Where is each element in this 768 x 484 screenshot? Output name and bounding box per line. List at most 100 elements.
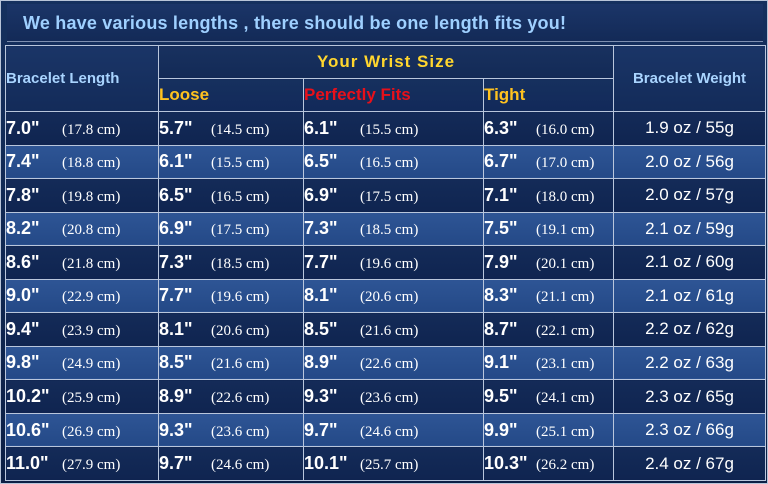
tight-cell: 8.3" (21.1 cm) — [483, 278, 614, 314]
header-bracelet-weight: Bracelet Weight — [613, 45, 766, 112]
perfect-fit-cell: 10.1" (25.7 cm) — [303, 446, 484, 481]
inch-value: 9.5" — [484, 386, 518, 407]
inch-value: 5.7" — [159, 117, 193, 138]
cm-value: (17.5 cm) — [360, 188, 419, 205]
length-cell: 10.6" (26.9 cm) — [5, 412, 159, 448]
inch-value: 8.9" — [304, 352, 338, 373]
inch-value: 7.1" — [484, 184, 518, 205]
tight-cell: 9.1" (23.1 cm) — [483, 345, 614, 381]
loose-cell: 9.7" (24.6 cm) — [158, 446, 304, 481]
inch-value: 6.1" — [304, 117, 338, 138]
header-loose: Loose — [158, 78, 304, 112]
perfect-fit-cell: 7.7" (19.6 cm) — [303, 245, 484, 280]
inch-value: 9.7" — [304, 419, 338, 440]
cm-value: (15.5 cm) — [360, 121, 419, 138]
perfect-fit-cell: 8.1" (20.6 cm) — [303, 278, 484, 314]
loose-cell: 8.1" (20.6 cm) — [158, 312, 304, 347]
cm-value: (23.9 cm) — [62, 322, 121, 339]
inch-value: 8.2" — [6, 218, 40, 239]
table-row: 10.2" (25.9 cm) 8.9" (22.6 cm) 9.3" (23.6 cm)… — [5, 379, 766, 414]
cm-value: (25.9 cm) — [62, 390, 121, 407]
length-cell: 8.6" (21.8 cm) — [5, 245, 159, 280]
cm-value: (25.7 cm) — [360, 457, 419, 474]
inch-value: 8.3" — [484, 285, 518, 306]
perfect-fit-cell: 9.3" (23.6 cm) — [303, 379, 484, 414]
inch-value: 8.1" — [304, 285, 338, 306]
tight-cell: 9.9" (25.1 cm) — [483, 412, 614, 448]
inch-value: 8.5" — [304, 318, 338, 339]
inch-value: 6.1" — [159, 151, 193, 172]
table-row: 11.0" (27.9 cm) 9.7" (24.6 cm) 10.1" (25.7 cm… — [5, 446, 766, 481]
inch-value: 9.9" — [484, 419, 518, 440]
table-row: 7.0" (17.8 cm) 5.7" (14.5 cm) 6.1" (15.5 cm) 6… — [5, 111, 766, 146]
loose-cell: 6.9" (17.5 cm) — [158, 211, 304, 247]
perfect-fit-cell: 9.7" (24.6 cm) — [303, 412, 484, 448]
length-cell: 10.2" (25.9 cm) — [5, 379, 159, 414]
length-cell: 7.8" (19.8 cm) — [5, 178, 159, 213]
loose-cell: 6.1" (15.5 cm) — [158, 144, 304, 180]
cm-value: (19.1 cm) — [536, 222, 595, 239]
cm-value: (16.5 cm) — [360, 155, 419, 172]
cm-value: (20.6 cm) — [360, 289, 419, 306]
length-cell: 9.4" (23.9 cm) — [5, 312, 159, 347]
inch-value: 6.5" — [159, 184, 193, 205]
cm-value: (20.1 cm) — [536, 255, 595, 272]
cm-value: (26.9 cm) — [62, 423, 121, 440]
cm-value: (21.6 cm) — [360, 322, 419, 339]
loose-cell: 6.5" (16.5 cm) — [158, 178, 304, 213]
table-row: 7.8" (19.8 cm) 6.5" (16.5 cm) 6.9" (17.5 cm) 7… — [5, 178, 766, 213]
cm-value: (15.5 cm) — [211, 155, 270, 172]
cm-value: (21.1 cm) — [536, 289, 595, 306]
cm-value: (21.8 cm) — [62, 255, 121, 272]
weight-cell: 2.2 oz / 62g — [613, 312, 766, 347]
weight-cell: 2.3 oz / 66g — [613, 412, 766, 448]
tight-cell: 10.3" (26.2 cm) — [483, 446, 614, 481]
loose-cell: 5.7" (14.5 cm) — [158, 111, 304, 146]
weight-cell: 2.1 oz / 61g — [613, 278, 766, 314]
loose-cell: 8.5" (21.6 cm) — [158, 345, 304, 381]
cm-value: (21.6 cm) — [211, 356, 270, 373]
inch-value: 6.7" — [484, 151, 518, 172]
headline: We have various lengths , there should b… — [7, 4, 763, 42]
table-row: 9.0" (22.9 cm) 7.7" (19.6 cm) 8.1" (20.6 cm) 8… — [5, 278, 766, 314]
cm-value: (16.5 cm) — [211, 188, 270, 205]
cm-value: (17.8 cm) — [62, 121, 121, 138]
table-row: 7.4" (18.8 cm) 6.1" (15.5 cm) 6.5" (16.5 cm) 6… — [5, 144, 766, 180]
inch-value: 9.1" — [484, 352, 518, 373]
cm-value: (18.5 cm) — [360, 222, 419, 239]
tight-cell: 7.9" (20.1 cm) — [483, 245, 614, 280]
inch-value: 9.3" — [159, 419, 193, 440]
weight-cell: 1.9 oz / 55g — [613, 111, 766, 146]
weight-cell: 2.1 oz / 60g — [613, 245, 766, 280]
inch-value: 7.8" — [6, 184, 40, 205]
loose-cell: 9.3" (23.6 cm) — [158, 412, 304, 448]
header-tight: Tight — [483, 78, 614, 112]
cm-value: (20.6 cm) — [211, 322, 270, 339]
cm-value: (23.6 cm) — [211, 423, 270, 440]
inch-value: 10.6" — [6, 419, 50, 440]
length-cell: 9.8" (24.9 cm) — [5, 345, 159, 381]
cm-value: (22.6 cm) — [360, 356, 419, 373]
length-cell: 7.0" (17.8 cm) — [5, 111, 159, 146]
inch-value: 6.9" — [159, 218, 193, 239]
inch-value: 7.0" — [6, 117, 40, 138]
tight-cell: 9.5" (24.1 cm) — [483, 379, 614, 414]
weight-cell: 2.2 oz / 63g — [613, 345, 766, 381]
cm-value: (14.5 cm) — [211, 121, 270, 138]
cm-value: (27.9 cm) — [62, 457, 121, 474]
perfect-fit-cell: 6.1" (15.5 cm) — [303, 111, 484, 146]
cm-value: (16.0 cm) — [536, 121, 595, 138]
inch-value: 6.3" — [484, 117, 518, 138]
inch-value: 8.5" — [159, 352, 193, 373]
cm-value: (19.6 cm) — [360, 255, 419, 272]
tight-cell: 6.3" (16.0 cm) — [483, 111, 614, 146]
cm-value: (22.9 cm) — [62, 289, 121, 306]
inch-value: 6.5" — [304, 151, 338, 172]
inch-value: 8.1" — [159, 318, 193, 339]
perfect-fit-cell: 6.5" (16.5 cm) — [303, 144, 484, 180]
length-cell: 8.2" (20.8 cm) — [5, 211, 159, 247]
perfect-fit-cell: 6.9" (17.5 cm) — [303, 178, 484, 213]
perfect-fit-cell: 8.5" (21.6 cm) — [303, 312, 484, 347]
inch-value: 10.1" — [304, 453, 348, 474]
header-bracelet-length: Bracelet Length — [5, 45, 159, 112]
